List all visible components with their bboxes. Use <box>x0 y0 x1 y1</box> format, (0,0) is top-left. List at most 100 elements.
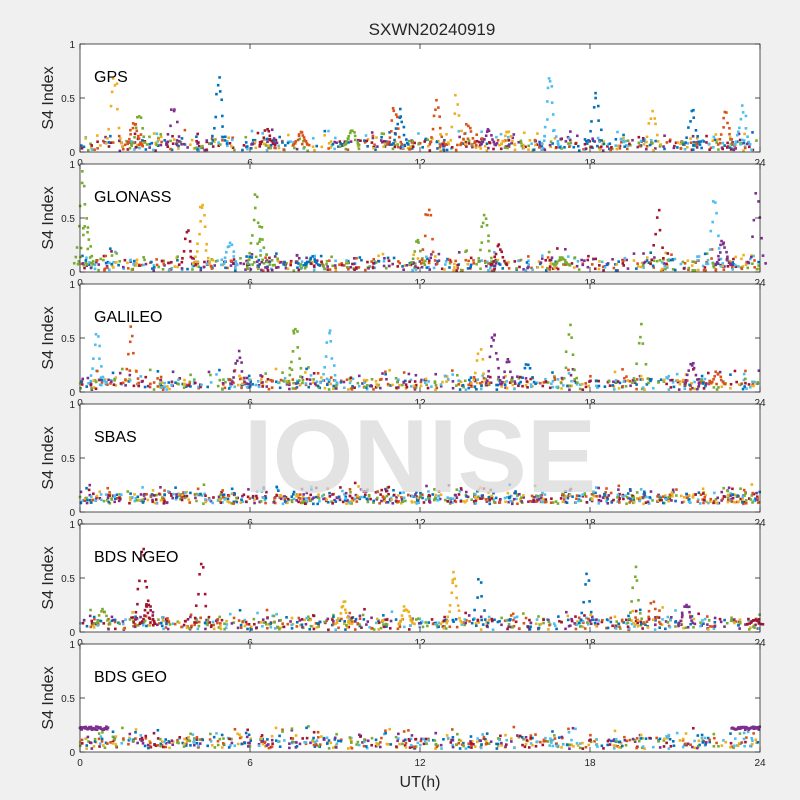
data-point <box>658 737 662 741</box>
data-point <box>707 619 711 622</box>
data-point <box>446 619 449 623</box>
data-point <box>167 740 171 743</box>
data-point <box>239 501 243 504</box>
data-point <box>115 493 119 497</box>
data-point <box>458 388 462 391</box>
data-point <box>545 267 549 270</box>
data-point <box>486 375 490 378</box>
data-point <box>538 494 542 497</box>
data-point <box>595 743 598 747</box>
data-point <box>373 266 377 270</box>
data-point <box>467 742 471 746</box>
data-point <box>426 386 430 390</box>
data-point <box>660 261 664 264</box>
data-point <box>651 109 654 113</box>
data-point <box>198 232 201 236</box>
data-point <box>632 259 636 262</box>
data-point <box>98 357 101 360</box>
data-point <box>288 382 291 385</box>
data-point <box>383 257 386 260</box>
data-point <box>85 496 88 500</box>
data-point <box>465 499 469 502</box>
data-point <box>251 263 254 266</box>
data-point <box>655 736 658 740</box>
data-point <box>484 379 487 382</box>
data-point <box>442 626 445 630</box>
data-point <box>106 619 109 622</box>
data-point <box>472 259 475 262</box>
data-point <box>297 496 301 500</box>
data-point <box>345 261 348 265</box>
data-point <box>548 386 552 390</box>
data-point <box>589 622 593 626</box>
data-point <box>297 379 301 382</box>
data-point <box>282 263 285 266</box>
data-point <box>694 493 697 496</box>
data-point <box>191 265 195 268</box>
data-point <box>159 486 162 489</box>
data-point <box>291 387 295 390</box>
data-point <box>112 266 115 269</box>
data-point <box>454 148 458 152</box>
data-point <box>396 265 400 268</box>
data-point <box>279 260 283 264</box>
data-point <box>645 495 648 499</box>
data-point <box>379 626 383 630</box>
data-point <box>134 146 138 149</box>
data-point <box>635 737 639 740</box>
data-point <box>197 141 200 144</box>
data-point <box>563 495 566 499</box>
data-point <box>528 627 532 631</box>
data-point <box>510 380 514 383</box>
data-point <box>264 501 267 505</box>
data-point <box>364 268 367 272</box>
data-point <box>463 623 466 627</box>
data-point <box>744 381 747 385</box>
data-point <box>366 384 369 387</box>
data-point <box>393 145 397 149</box>
data-point <box>647 615 650 619</box>
data-point <box>530 494 534 498</box>
data-point <box>260 260 264 264</box>
data-point <box>153 501 157 505</box>
data-point <box>200 494 204 497</box>
data-point <box>735 380 738 384</box>
data-point <box>518 492 521 496</box>
data-point <box>695 136 699 140</box>
data-point <box>130 143 133 146</box>
data-point <box>460 623 464 626</box>
data-point <box>617 260 620 263</box>
data-point <box>290 627 294 630</box>
data-point <box>462 500 465 503</box>
data-point <box>718 370 722 374</box>
data-point <box>451 380 455 383</box>
data-point <box>88 498 92 502</box>
data-point <box>300 618 304 621</box>
data-point <box>621 495 624 498</box>
data-point <box>556 386 560 390</box>
data-point <box>537 498 541 501</box>
data-point <box>581 493 585 496</box>
data-point <box>87 381 90 385</box>
data-point <box>541 743 545 747</box>
data-point <box>147 624 150 627</box>
data-point <box>290 498 294 502</box>
data-point <box>439 149 442 153</box>
data-point <box>538 140 541 144</box>
data-point <box>736 744 740 748</box>
data-point <box>146 498 150 502</box>
data-point <box>402 133 406 137</box>
data-point <box>115 744 118 748</box>
data-point <box>474 146 478 150</box>
data-point <box>619 138 623 141</box>
data-point <box>339 738 343 742</box>
data-point <box>274 739 278 742</box>
data-point <box>654 147 657 150</box>
data-point <box>345 378 349 382</box>
data-point <box>430 385 433 389</box>
data-point <box>485 500 489 503</box>
data-point <box>661 267 664 271</box>
data-point <box>282 148 286 151</box>
data-point <box>658 626 662 630</box>
data-point <box>152 494 156 497</box>
